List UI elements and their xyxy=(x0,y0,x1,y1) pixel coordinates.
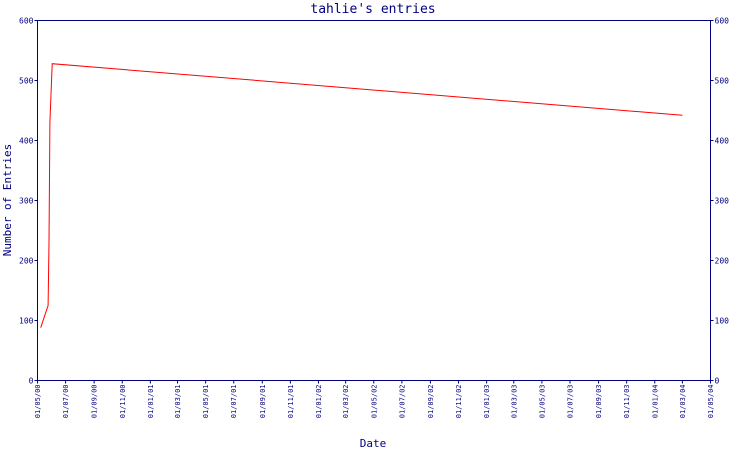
x-tick-label: 01/07/00 xyxy=(62,385,70,419)
y-tick-label-right: 300 xyxy=(715,197,730,206)
y-axis-title: Number of Entries xyxy=(1,144,14,257)
y-tick-label-left: 0 xyxy=(29,377,34,386)
x-tick-label: 01/11/02 xyxy=(455,385,463,419)
y-tick-label-left: 100 xyxy=(19,317,34,326)
y-tick-label-right: 600 xyxy=(715,17,730,26)
x-tick-label: 01/07/03 xyxy=(567,385,575,419)
x-tick-label: 01/05/03 xyxy=(538,385,546,419)
y-tick-label-right: 0 xyxy=(715,377,720,386)
x-tick-label: 01/01/02 xyxy=(315,385,323,419)
chart-title: tahlie's entries xyxy=(310,2,435,17)
x-tick-label: 01/05/00 xyxy=(34,385,42,419)
x-tick-label: 01/09/03 xyxy=(595,385,603,419)
x-axis: 01/05/00 01/07/00 01/09/00 01/11/00 01/01/01… xyxy=(34,380,715,419)
plot-frame xyxy=(37,20,711,381)
x-tick-label: 01/07/01 xyxy=(230,385,238,419)
x-tick-label: 01/11/00 xyxy=(119,385,127,419)
y-tick-label-left: 400 xyxy=(19,137,34,146)
x-tick-label: 01/01/01 xyxy=(147,385,155,419)
y-tick-label-right: 200 xyxy=(715,257,730,266)
y-tick-label-right: 100 xyxy=(715,317,730,326)
y-axis-left: 0 100 200 300 400 500 600 xyxy=(19,17,38,386)
x-tick-label: 01/07/02 xyxy=(398,385,406,419)
x-tick-label: 01/05/01 xyxy=(202,385,210,419)
y-tick-label-left: 300 xyxy=(19,197,34,206)
x-tick-label: 01/05/04 xyxy=(707,385,715,419)
x-tick-label: 01/03/02 xyxy=(342,385,350,419)
x-tick-label: 01/03/04 xyxy=(679,385,687,419)
x-tick-label: 01/09/00 xyxy=(91,385,99,419)
x-tick-label: 01/11/01 xyxy=(287,385,295,419)
x-tick-label: 01/03/01 xyxy=(174,385,182,419)
x-tick-label: 01/03/03 xyxy=(510,385,518,419)
x-tick-label: 01/09/02 xyxy=(427,385,435,419)
y-tick-label-right: 500 xyxy=(715,77,730,86)
x-tick-label: 01/11/03 xyxy=(623,385,631,419)
y-tick-label-left: 500 xyxy=(19,77,34,86)
y-tick-label-left: 200 xyxy=(19,257,34,266)
x-tick-label: 01/01/04 xyxy=(651,385,659,419)
y-tick-label-right: 400 xyxy=(715,137,730,146)
x-tick-label: 01/01/03 xyxy=(483,385,491,419)
x-tick-label: 01/09/01 xyxy=(259,385,267,419)
y-axis-right: 0 100 200 300 400 500 600 xyxy=(710,17,730,386)
y-tick-label-left: 600 xyxy=(19,17,34,26)
series-group xyxy=(40,63,683,328)
series-line xyxy=(40,63,683,328)
x-tick-label: 01/05/02 xyxy=(370,385,378,419)
x-axis-title: Date xyxy=(360,437,387,450)
